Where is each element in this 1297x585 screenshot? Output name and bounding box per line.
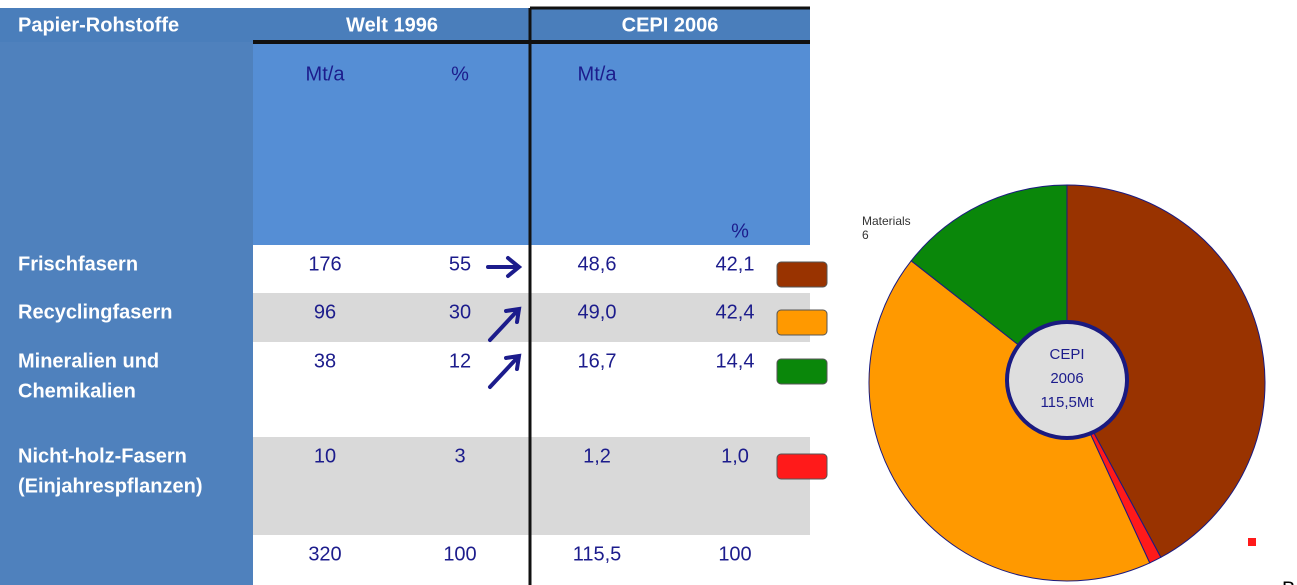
- swatch: [776, 358, 828, 385]
- total: 115,5: [573, 543, 622, 565]
- row-label: Nicht-holz-Fasern: [18, 445, 187, 467]
- legend-fragment: [1248, 538, 1256, 546]
- swatch: [776, 309, 828, 336]
- swatch: [776, 453, 828, 480]
- cell: 38: [314, 350, 336, 372]
- cell: 3: [454, 445, 465, 467]
- center-label: 2006: [1050, 370, 1083, 387]
- unit: Mt/a: [306, 63, 346, 85]
- row-label: Recyclingfasern: [18, 301, 173, 323]
- center-label: 115,5Mt: [1040, 394, 1094, 411]
- header-row: [0, 8, 810, 42]
- center-label: CEPI: [1049, 346, 1084, 363]
- cell: 30: [449, 301, 471, 323]
- unit: %: [731, 220, 749, 242]
- cell: 96: [314, 301, 336, 323]
- pie-center: [1005, 320, 1129, 440]
- unit: Mt/a: [578, 63, 618, 85]
- row-label: (Einjahrespflanzen): [18, 475, 202, 497]
- cell: 10: [314, 445, 336, 467]
- header: Papier-Rohstoffe: [18, 14, 179, 36]
- annotation: Materials: [862, 214, 911, 228]
- cell: 55: [449, 253, 471, 275]
- cell: 1,2: [583, 445, 611, 467]
- cell: 176: [308, 253, 341, 275]
- header: Welt 1996: [346, 14, 438, 36]
- total: 320: [308, 543, 341, 565]
- cell: 49,0: [578, 301, 617, 323]
- pie-slice: [868, 260, 1151, 582]
- cell: 12: [449, 350, 471, 372]
- cell: 48,6: [578, 253, 617, 275]
- total: 100: [443, 543, 476, 565]
- swatch: [776, 261, 828, 288]
- cell: 42,4: [716, 301, 755, 323]
- arrow: [488, 353, 522, 389]
- row-label: Chemikalien: [18, 380, 136, 402]
- arrow: [486, 256, 523, 278]
- header: CEPI 2006: [622, 14, 719, 36]
- unit: %: [451, 63, 469, 85]
- cell: 16,7: [578, 350, 617, 372]
- annotation: B: [1282, 578, 1295, 585]
- cell: 14,4: [716, 350, 755, 372]
- cell: 42,1: [716, 253, 755, 275]
- row-label: Mineralien und: [18, 350, 159, 372]
- pie-slice: [1066, 184, 1266, 559]
- arrows: [486, 256, 523, 389]
- total: 100: [718, 543, 751, 565]
- annotation: 6: [862, 228, 869, 242]
- row-label: Frischfasern: [18, 253, 138, 275]
- cell: 1,0: [721, 445, 749, 467]
- label-column: [0, 42, 253, 585]
- arrow: [488, 306, 522, 342]
